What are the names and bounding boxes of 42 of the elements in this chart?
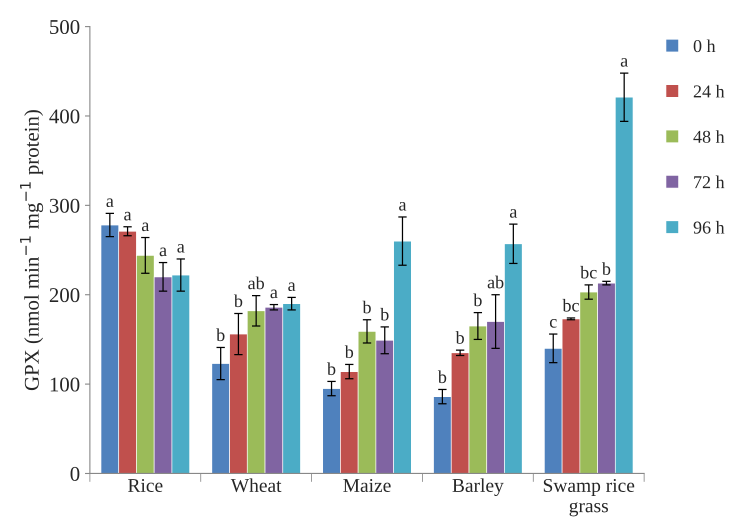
- y-tick-label: 500: [50, 20, 80, 34]
- legend-label: 0 h: [694, 39, 716, 52]
- data-label: a: [106, 198, 114, 208]
- data-label: b: [216, 328, 225, 342]
- x-tick-label: Barley: [452, 478, 504, 496]
- data-label: b: [456, 331, 464, 344]
- data-label: b: [602, 262, 610, 275]
- legend-label: 48 h: [693, 130, 724, 143]
- data-label: a: [177, 244, 185, 253]
- legend-label: 24 h: [694, 84, 724, 98]
- y-tick-label: 200: [50, 288, 80, 302]
- y-tick-label: 0: [70, 466, 80, 481]
- data-label: bc: [562, 298, 579, 312]
- data-label: a: [124, 212, 132, 220]
- x-tick-label: Swamp rice grass: [544, 478, 634, 516]
- data-label: b: [327, 362, 336, 376]
- y-axis-title: GPX (nmol min$^{−1}$ mg$^{−1}$ protein): [20, 110, 44, 390]
- data-label: b: [473, 294, 482, 306]
- x-tick-label: Rice: [128, 478, 162, 492]
- data-label: c: [550, 319, 557, 328]
- data-label: a: [399, 202, 406, 211]
- data-label: b: [362, 300, 371, 314]
- data-label: b: [234, 294, 242, 308]
- legend-label: 96 h: [694, 220, 724, 234]
- x-tick-label: Maize: [343, 478, 391, 492]
- data-label: a: [510, 209, 518, 218]
- y-tick-label: 400: [49, 109, 80, 124]
- y-tick-label: 100: [50, 377, 80, 392]
- y-tick-label: 300: [50, 198, 80, 213]
- data-label: a: [620, 58, 628, 67]
- data-label: ab: [248, 276, 264, 290]
- data-label: a: [270, 290, 278, 298]
- x-tick-label: Wheat: [230, 478, 282, 492]
- data-label: b: [438, 370, 446, 384]
- data-label: a: [160, 248, 167, 256]
- data-label: a: [142, 222, 150, 232]
- data-label: b: [380, 308, 389, 321]
- data-label: ab: [488, 276, 504, 288]
- legend-label: 72 h: [694, 176, 724, 188]
- data-label: a: [288, 282, 296, 292]
- data-label: bc: [580, 266, 597, 279]
- data-label: b: [344, 345, 354, 358]
